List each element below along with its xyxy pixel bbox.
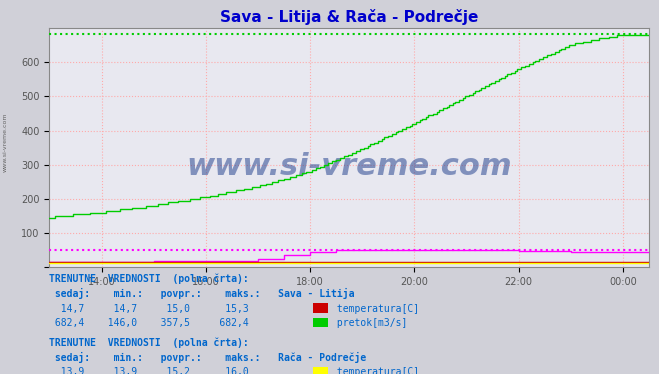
- FancyBboxPatch shape: [313, 318, 328, 327]
- FancyBboxPatch shape: [313, 367, 328, 374]
- Text: 14,7     14,7     15,0      15,3: 14,7 14,7 15,0 15,3: [49, 304, 249, 313]
- Text: sedaj:    min.:   povpr.:    maks.:   Sava - Litija: sedaj: min.: povpr.: maks.: Sava - Litij…: [49, 288, 355, 299]
- Title: Sava - Litija & Rača - Podrečje: Sava - Litija & Rača - Podrečje: [220, 9, 478, 25]
- Text: temperatura[C]: temperatura[C]: [331, 304, 419, 313]
- Text: temperatura[C]: temperatura[C]: [331, 368, 419, 374]
- Text: www.si-vreme.com: www.si-vreme.com: [186, 152, 512, 181]
- FancyBboxPatch shape: [313, 303, 328, 313]
- Text: 682,4    146,0    357,5     682,4: 682,4 146,0 357,5 682,4: [49, 318, 249, 328]
- Text: 13,9     13,9     15,2      16,0: 13,9 13,9 15,2 16,0: [49, 368, 249, 374]
- Text: TRENUTNE  VREDNOSTI  (polna črta):: TRENUTNE VREDNOSTI (polna črta):: [49, 338, 249, 348]
- Text: www.si-vreme.com: www.si-vreme.com: [3, 112, 8, 172]
- Text: TRENUTNE  VREDNOSTI  (polna črta):: TRENUTNE VREDNOSTI (polna črta):: [49, 274, 249, 284]
- Text: pretok[m3/s]: pretok[m3/s]: [331, 318, 407, 328]
- Text: sedaj:    min.:   povpr.:    maks.:   Rača - Podrečje: sedaj: min.: povpr.: maks.: Rača - Podre…: [49, 352, 366, 363]
